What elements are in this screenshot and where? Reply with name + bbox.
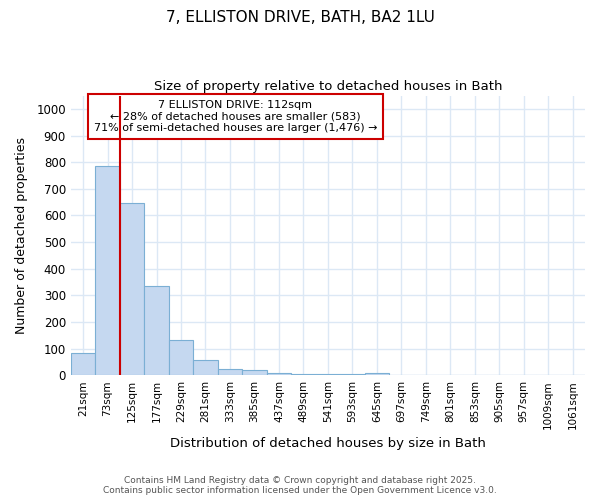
- Bar: [340, 374, 365, 375]
- Text: Contains HM Land Registry data © Crown copyright and database right 2025.
Contai: Contains HM Land Registry data © Crown c…: [103, 476, 497, 495]
- Bar: [95, 166, 120, 375]
- Bar: [266, 372, 291, 375]
- X-axis label: Distribution of detached houses by size in Bath: Distribution of detached houses by size …: [170, 437, 486, 450]
- Bar: [71, 352, 95, 375]
- Bar: [291, 374, 316, 375]
- Text: 7 ELLISTON DRIVE: 112sqm
← 28% of detached houses are smaller (583)
71% of semi-: 7 ELLISTON DRIVE: 112sqm ← 28% of detach…: [94, 100, 377, 133]
- Bar: [316, 374, 340, 375]
- Title: Size of property relative to detached houses in Bath: Size of property relative to detached ho…: [154, 80, 502, 93]
- Y-axis label: Number of detached properties: Number of detached properties: [15, 137, 28, 334]
- Bar: [365, 372, 389, 375]
- Bar: [169, 340, 193, 375]
- Bar: [193, 360, 218, 375]
- Bar: [242, 370, 266, 375]
- Bar: [218, 368, 242, 375]
- Bar: [144, 286, 169, 375]
- Text: 7, ELLISTON DRIVE, BATH, BA2 1LU: 7, ELLISTON DRIVE, BATH, BA2 1LU: [166, 10, 434, 25]
- Bar: [120, 202, 144, 375]
